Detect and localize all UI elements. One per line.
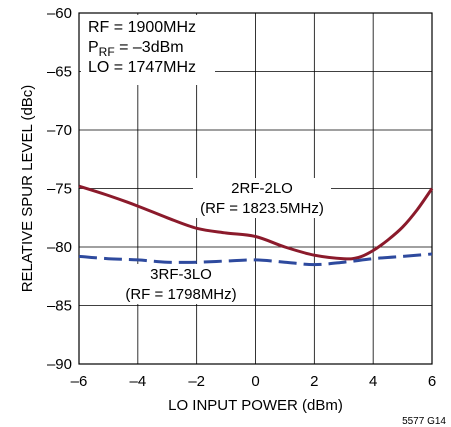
condition-rf-power: PRF = –3dBm xyxy=(88,39,184,59)
x-tick-label: 2 xyxy=(310,373,318,390)
series-layer xyxy=(78,184,434,267)
series-3rf-3lo-sublabel: (RF = 1798MHz) xyxy=(125,286,236,303)
y-tick-label: –75 xyxy=(47,181,72,198)
x-tick-label: 4 xyxy=(369,373,377,390)
x-tick-label: –2 xyxy=(188,373,205,390)
x-tick-label: 0 xyxy=(251,373,259,390)
condition-rf-power-prefix: P xyxy=(88,39,99,56)
y-tick-label: –70 xyxy=(47,122,72,139)
y-tick-label: –80 xyxy=(47,239,72,256)
y-tick-label: –85 xyxy=(47,298,72,315)
series-line-3rf-3lo xyxy=(78,252,433,267)
y-axis-title: RELATIVE SPUR LEVEL (dBc) xyxy=(19,85,36,293)
conditions-box xyxy=(81,15,215,85)
x-tick-labels: –6 –4 –2 0 2 4 6 xyxy=(71,373,437,390)
series-2rf-2lo-label: 2RF-2LO xyxy=(231,180,293,197)
series-3rf-3lo-label: 3RF-3LO xyxy=(150,266,212,283)
x-tick-label: –4 xyxy=(129,373,146,390)
y-tick-label: –65 xyxy=(47,64,72,81)
condition-lo-frequency: LO = 1747MHz xyxy=(88,59,196,76)
x-axis-title: LO INPUT POWER (dBm) xyxy=(168,397,343,414)
figure-id: 5577 G14 xyxy=(402,416,446,427)
y-tick-labels: –60 –65 –70 –75 –80 –85 –90 xyxy=(47,5,72,373)
series-line-2rf-2lo xyxy=(78,184,434,261)
series-2rf-2lo-label-bg xyxy=(193,178,331,218)
series-3rf-3lo-label-bg xyxy=(119,264,243,304)
condition-rf-power-subscript: RF xyxy=(99,45,115,59)
y-tick-label: –90 xyxy=(47,356,72,373)
condition-rf-power-value: = –3dBm xyxy=(115,39,184,56)
series-2rf-2lo-sublabel: (RF = 1823.5MHz) xyxy=(200,200,324,217)
x-tick-label: 6 xyxy=(428,373,436,390)
condition-rf-frequency: RF = 1900MHz xyxy=(88,19,196,36)
y-tick-label: –60 xyxy=(47,5,72,22)
x-tick-label: –6 xyxy=(71,373,88,390)
